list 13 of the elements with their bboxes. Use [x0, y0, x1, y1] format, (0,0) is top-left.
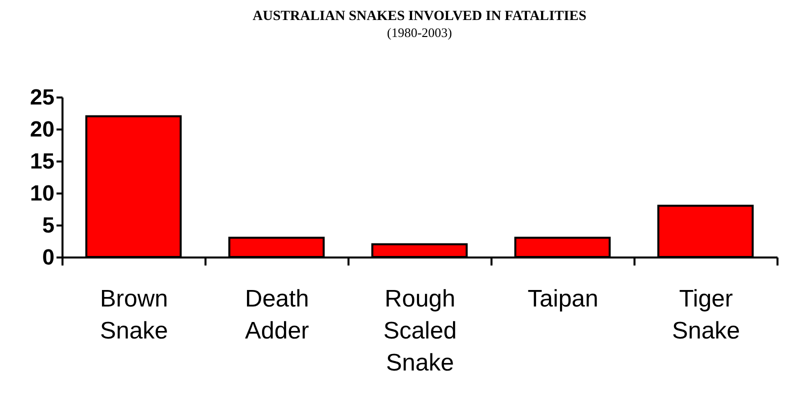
x-tick-label: Taipan: [528, 286, 598, 312]
y-tick-label: 10: [30, 180, 54, 206]
chart-subtitle: (1980-2003): [387, 25, 452, 40]
y-tick-label: 15: [30, 148, 54, 174]
y-tick-label: 5: [42, 212, 54, 238]
y-tick-label: 0: [42, 244, 54, 270]
x-tick-label: Rough Scaled Snake: [383, 286, 457, 376]
chart-title: AUSTRALIAN SNAKES INVOLVED IN FATALITIES: [252, 9, 587, 24]
y-tick-label: 20: [30, 116, 54, 142]
y-tick-label: 25: [30, 84, 54, 110]
x-tick-label: Brown Snake: [100, 286, 168, 344]
x-tick-label: Tiger Snake: [672, 286, 740, 344]
x-tick-label: Death Adder: [244, 286, 310, 344]
